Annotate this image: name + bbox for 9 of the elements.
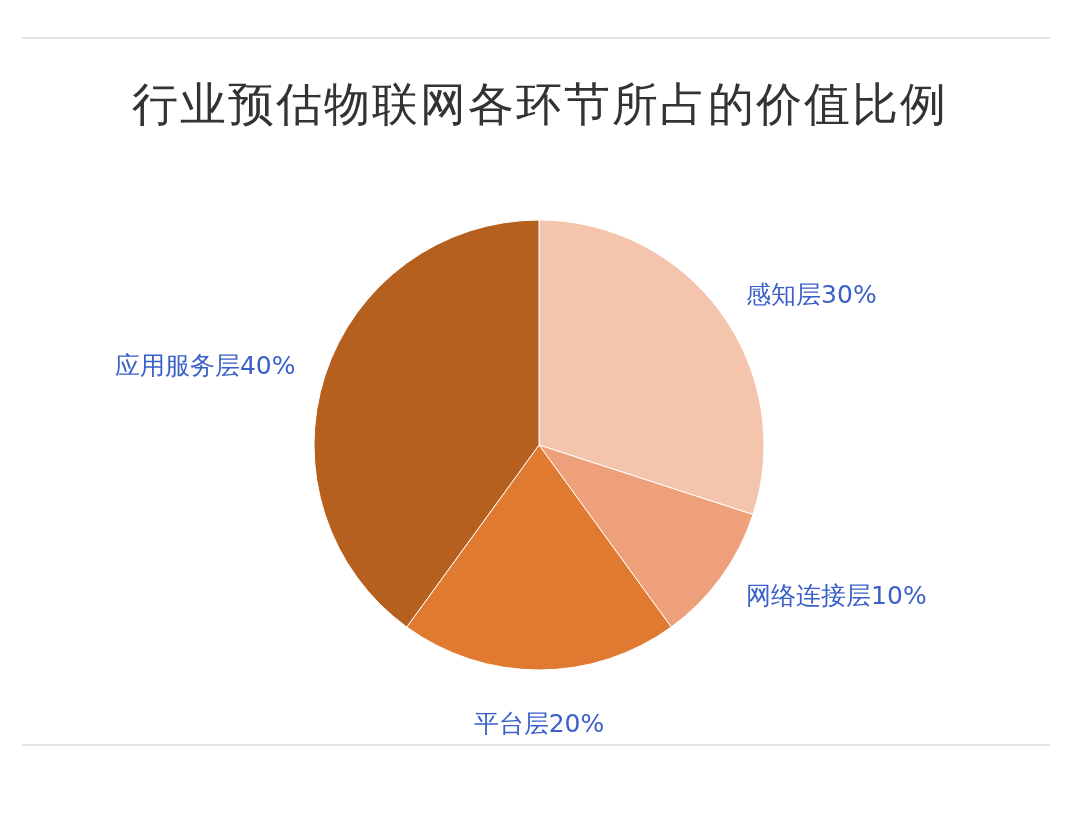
slice-label: 网络连接层: [746, 580, 872, 610]
data-label: 10%: [871, 580, 927, 610]
slice-label: 感知层: [746, 280, 822, 310]
chart-title: 行业预估物联网各环节所占的价值比例: [132, 77, 948, 131]
data-label: 30%: [821, 280, 877, 310]
slice-label: 应用服务层: [114, 351, 240, 381]
data-label: 20%: [548, 708, 605, 738]
slice-label: 平台层: [473, 708, 549, 738]
data-label: 40%: [239, 351, 296, 381]
